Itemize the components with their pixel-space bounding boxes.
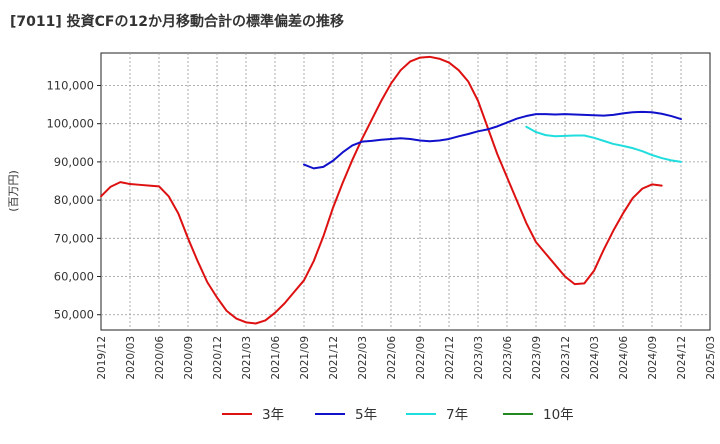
legend-label: 3年: [262, 407, 284, 423]
legend: 3年 5年 7年 10年: [222, 407, 574, 423]
y-tick-label: 80,000: [54, 193, 94, 207]
series-line-7年: [525, 125, 682, 163]
x-tick-label: 2023/09: [531, 336, 543, 380]
x-tick-label: 2022/12: [444, 336, 456, 380]
x-tick-label: 2023/12: [560, 336, 572, 380]
x-tick-label: 2020/03: [125, 336, 137, 380]
x-tick-label: 2024/06: [618, 336, 630, 380]
x-tick-label: 2020/12: [212, 336, 224, 380]
x-axis: 2019/12 2020/03 2020/06 2020/09 2020/12 2021/…: [96, 336, 717, 380]
legend-label: 10年: [543, 407, 574, 423]
x-tick-label: 2025/03: [705, 336, 717, 380]
y-tick-label: 60,000: [54, 270, 94, 284]
grid-lines: [101, 53, 710, 330]
y-axis-label: (百万円): [7, 170, 20, 212]
x-tick-label: 2021/06: [270, 336, 282, 380]
y-tick-label: 90,000: [54, 155, 94, 169]
series-line-3年: [100, 55, 663, 325]
y-tick-label: 100,000: [46, 117, 94, 131]
chart-title: [7011] 投資CFの12か月移動合計の標準偏差の推移: [10, 13, 344, 30]
series-lines: [100, 55, 682, 325]
series-line-5年: [303, 110, 682, 170]
x-tick-label: 2021/12: [328, 336, 340, 380]
x-tick-label: 2020/06: [154, 336, 166, 380]
x-tick-label: 2021/03: [241, 336, 253, 380]
x-tick-label: 2023/06: [502, 336, 514, 380]
x-tick-label: 2023/03: [473, 336, 485, 380]
y-tick-label: 70,000: [54, 231, 94, 245]
x-tick-label: 2020/09: [183, 336, 195, 380]
x-tick-label: 2024/03: [589, 336, 601, 380]
plot-area: [100, 52, 711, 331]
x-tick-label: 2022/03: [357, 336, 369, 380]
legend-label: 7年: [446, 407, 468, 423]
legend-label: 5年: [355, 407, 377, 423]
x-tick-label: 2022/06: [386, 336, 398, 380]
y-tick-label: 50,000: [54, 308, 94, 322]
y-tick-label: 110,000: [46, 78, 94, 92]
x-tick-label: 2019/12: [96, 336, 108, 380]
x-tick-label: 2024/09: [647, 336, 659, 380]
x-tick-label: 2021/09: [299, 336, 311, 380]
y-axis: 50,000 60,000 70,000 80,000 90,000 100,000 110…: [46, 78, 101, 322]
x-tick-label: 2022/09: [415, 336, 427, 380]
x-tick-label: 2024/12: [676, 336, 688, 380]
